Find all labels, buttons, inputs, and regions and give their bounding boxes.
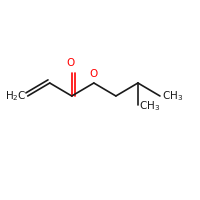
- Text: O: O: [66, 58, 75, 68]
- Text: CH$_3$: CH$_3$: [139, 99, 161, 113]
- Text: CH$_3$: CH$_3$: [162, 89, 183, 103]
- Text: H$_2$C: H$_2$C: [5, 89, 26, 103]
- Text: O: O: [90, 69, 98, 79]
